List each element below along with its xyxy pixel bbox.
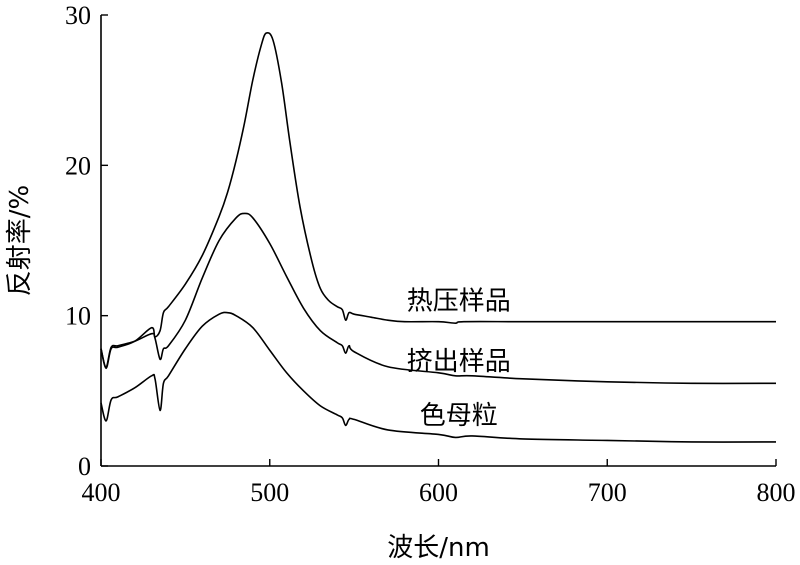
y-tick-label: 10 bbox=[65, 302, 91, 331]
series-label: 热压样品 bbox=[407, 287, 511, 317]
x-axis-ticks: 400 500 600 700 800 bbox=[82, 459, 796, 507]
y-tick-label: 30 bbox=[65, 1, 91, 30]
series-label: 挤出样品 bbox=[407, 347, 511, 377]
x-axis-title: 波长/nm bbox=[387, 533, 490, 563]
x-tick-label: 500 bbox=[250, 478, 289, 507]
series-line-2 bbox=[100, 311, 777, 443]
series-line-1 bbox=[100, 212, 777, 385]
series-line-0 bbox=[100, 31, 776, 370]
series-layer bbox=[100, 31, 777, 443]
x-tick-label: 400 bbox=[82, 478, 121, 507]
y-axis-title: 反射率/% bbox=[5, 185, 35, 296]
y-tick-label: 0 bbox=[78, 452, 91, 481]
y-axis-ticks: 0 10 20 30 bbox=[65, 1, 108, 481]
y-tick-label: 20 bbox=[65, 151, 91, 180]
series-label: 色母粒 bbox=[420, 401, 498, 431]
x-tick-label: 600 bbox=[419, 478, 458, 507]
x-tick-label: 700 bbox=[588, 478, 627, 507]
x-tick-label: 800 bbox=[757, 478, 796, 507]
